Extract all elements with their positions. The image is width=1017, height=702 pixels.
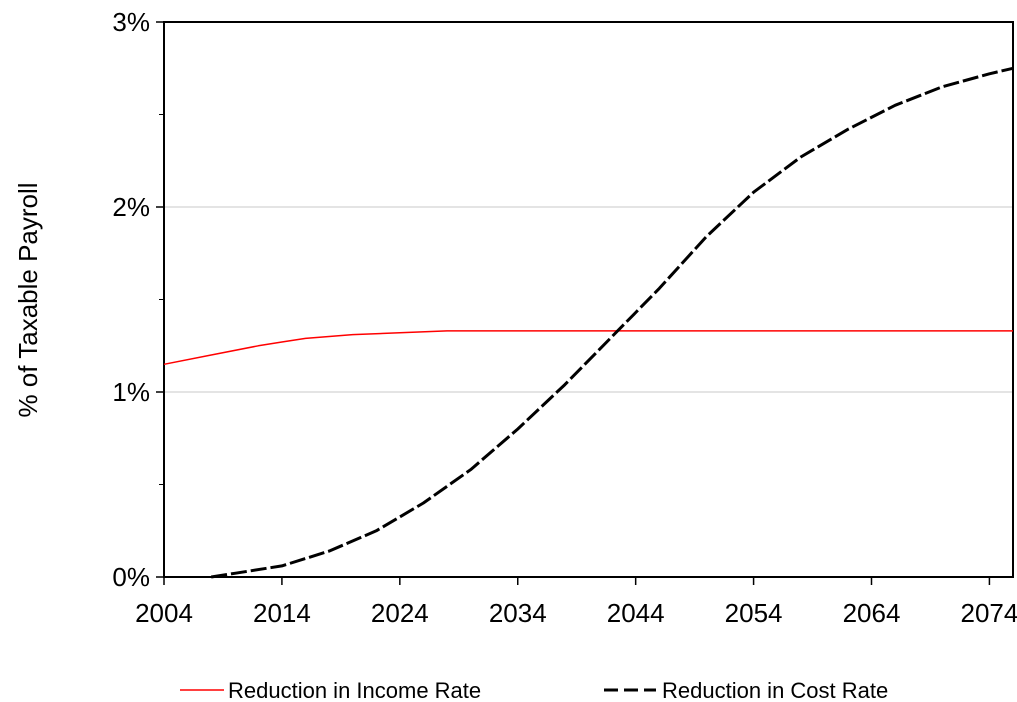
y-tick-label: 0%	[112, 562, 150, 592]
x-tick-label: 2024	[371, 598, 429, 628]
axis-ticks: 0% 1% 2% 3% 2004 2014 2024 2034 2044 2054 2064 2074	[112, 7, 1017, 628]
x-tick-label: 2044	[607, 598, 665, 628]
series-line-cost-rate	[210, 66, 1014, 579]
y-axis-title: % of Taxable Payroll	[13, 182, 43, 417]
series-line-income-rate	[163, 330, 1013, 366]
plot-area	[163, 21, 1014, 578]
legend-label-income-rate: Reduction in Income Rate	[228, 678, 481, 702]
x-tick-label: 2014	[253, 598, 311, 628]
gridlines	[164, 206, 1013, 393]
y-tick-label: 3%	[112, 7, 150, 37]
x-tick-label: 2054	[725, 598, 783, 628]
y-tick-label: 1%	[112, 377, 150, 407]
y-tick-label: 2%	[112, 192, 150, 222]
legend: Reduction in Income Rate Reduction in Co…	[180, 678, 888, 702]
legend-label-cost-rate: Reduction in Cost Rate	[662, 678, 888, 702]
x-tick-label: 2074	[960, 598, 1017, 628]
x-tick-label: 2034	[489, 598, 547, 628]
x-tick-label: 2064	[843, 598, 901, 628]
series-layer	[163, 66, 1014, 579]
x-tick-label: 2004	[135, 598, 193, 628]
